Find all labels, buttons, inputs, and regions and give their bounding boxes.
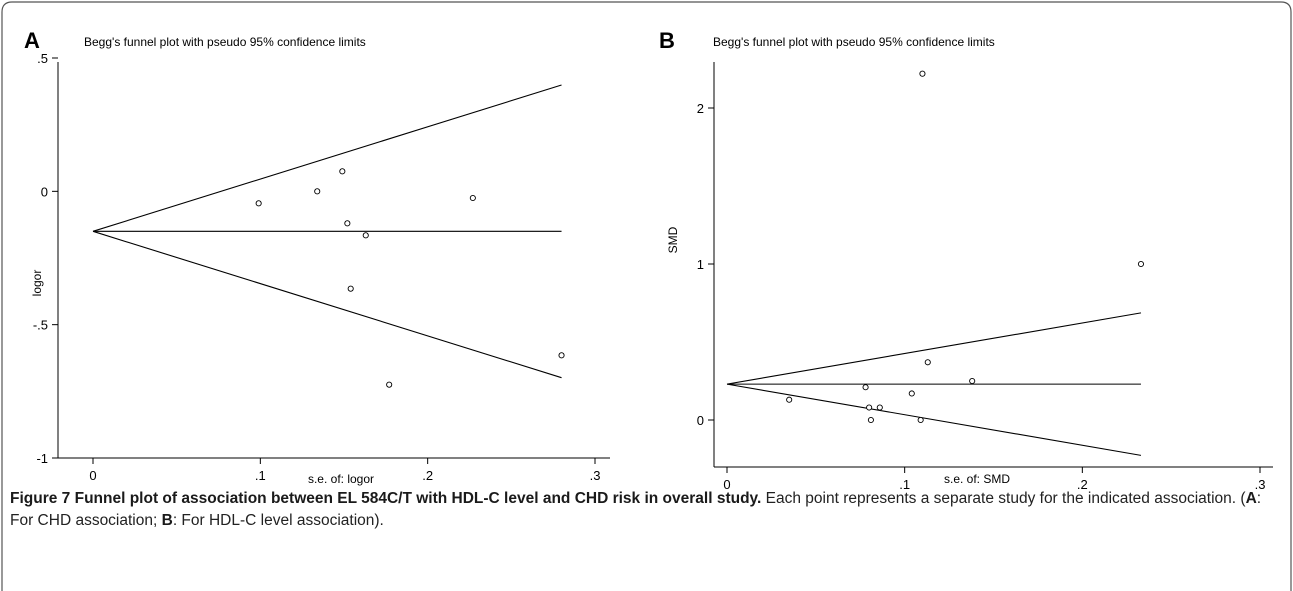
- caption-label: Figure 7: [10, 490, 71, 507]
- panel-b-study-point: [919, 70, 926, 77]
- panel-a-study-point: [558, 352, 565, 359]
- panel-b-x-tick-label: .1: [899, 477, 910, 492]
- panel-b-axes: 2 1 0 0 .1 .2 .3: [697, 62, 1273, 492]
- caption-text-3: : For HDL-C level association).: [172, 512, 384, 529]
- panel-b-study-point: [969, 377, 976, 385]
- panel-a-x-tick-label: 0: [89, 468, 96, 483]
- panel-b-xlabel: s.e. of: SMD: [944, 472, 1010, 486]
- panel-a-study-point: [362, 232, 369, 239]
- caption-b-letter: B: [161, 512, 173, 529]
- panel-b-study-point: [908, 390, 915, 397]
- panel-b-lower-limit: [726, 383, 1142, 456]
- panel-b-x-tick-label: .2: [1077, 477, 1088, 492]
- panel-a-points: [255, 168, 565, 388]
- panel-a-study-point: [344, 220, 351, 227]
- panel-a-y-tick-label: -.5: [33, 318, 48, 333]
- panel-b-funnel-lines: [726, 312, 1142, 456]
- panel-b-study-point: [867, 416, 874, 424]
- panel-a-x-tick-label: .3: [590, 468, 601, 483]
- panel-b-study-point: [786, 396, 793, 403]
- panel-a-letter: A: [24, 28, 40, 53]
- panel-b: B Begg's funnel plot with pseudo 95% con…: [659, 28, 1273, 492]
- panel-b-title: Begg's funnel plot with pseudo 95% confi…: [713, 35, 995, 49]
- panel-b-y-tick-label: 0: [697, 413, 704, 428]
- panel-a-study-point: [339, 168, 346, 175]
- panel-a-x-tick-label: .1: [255, 468, 266, 483]
- panel-a-y-tick-label: .5: [37, 51, 48, 66]
- panel-a-study-point: [347, 285, 354, 292]
- panel-a-title: Begg's funnel plot with pseudo 95% confi…: [84, 35, 366, 49]
- panel-b-study-point: [866, 404, 873, 411]
- panel-b-y-tick-label: 2: [697, 101, 704, 116]
- caption-text-1: Each point represents a separate study f…: [761, 490, 1246, 507]
- panel-b-study-point: [924, 359, 931, 366]
- panel-a-x-tick-label: .2: [422, 468, 433, 483]
- panel-a-study-point: [386, 381, 393, 388]
- panel-a-upper-limit: [92, 84, 562, 232]
- figure-caption: Figure 7 Funnel plot of association betw…: [10, 488, 1285, 532]
- panel-a-y-tick-label: 0: [41, 184, 48, 199]
- panel-a-study-point: [469, 194, 476, 202]
- panel-b-ylabel: SMD: [666, 226, 680, 253]
- panel-b-study-point: [876, 404, 883, 411]
- panel-b-y-tick-label: 1: [697, 257, 704, 272]
- panel-a-ylabel: logor: [30, 270, 44, 297]
- panel-a-lower-limit: [92, 230, 562, 379]
- panel-a-axes: .5 0 -.5 -1 0 .1 .2 .3: [33, 51, 610, 483]
- caption-title: Funnel plot of association between EL 58…: [74, 490, 762, 507]
- panel-b-upper-limit: [726, 312, 1142, 385]
- panel-b-study-point: [862, 384, 869, 391]
- panel-a: A Begg's funnel plot with pseudo 95% con…: [24, 28, 610, 486]
- panel-a-xlabel: s.e. of: logor: [308, 472, 374, 486]
- panel-b-points: [786, 70, 1145, 424]
- panel-a-funnel-lines: [92, 84, 562, 379]
- panel-b-study-point: [917, 416, 924, 424]
- panel-b-study-point: [1137, 260, 1145, 268]
- caption-a-letter: A: [1245, 490, 1257, 507]
- panel-b-letter: B: [659, 28, 675, 53]
- panel-a-study-point: [314, 188, 321, 195]
- panel-a-study-point: [255, 200, 262, 207]
- caption-text-2: : For CHD association;: [10, 490, 1262, 529]
- panel-b-x-tick-label: .3: [1255, 477, 1266, 492]
- panel-a-y-tick-label: -1: [36, 451, 48, 466]
- panel-b-x-tick-label: 0: [723, 477, 730, 492]
